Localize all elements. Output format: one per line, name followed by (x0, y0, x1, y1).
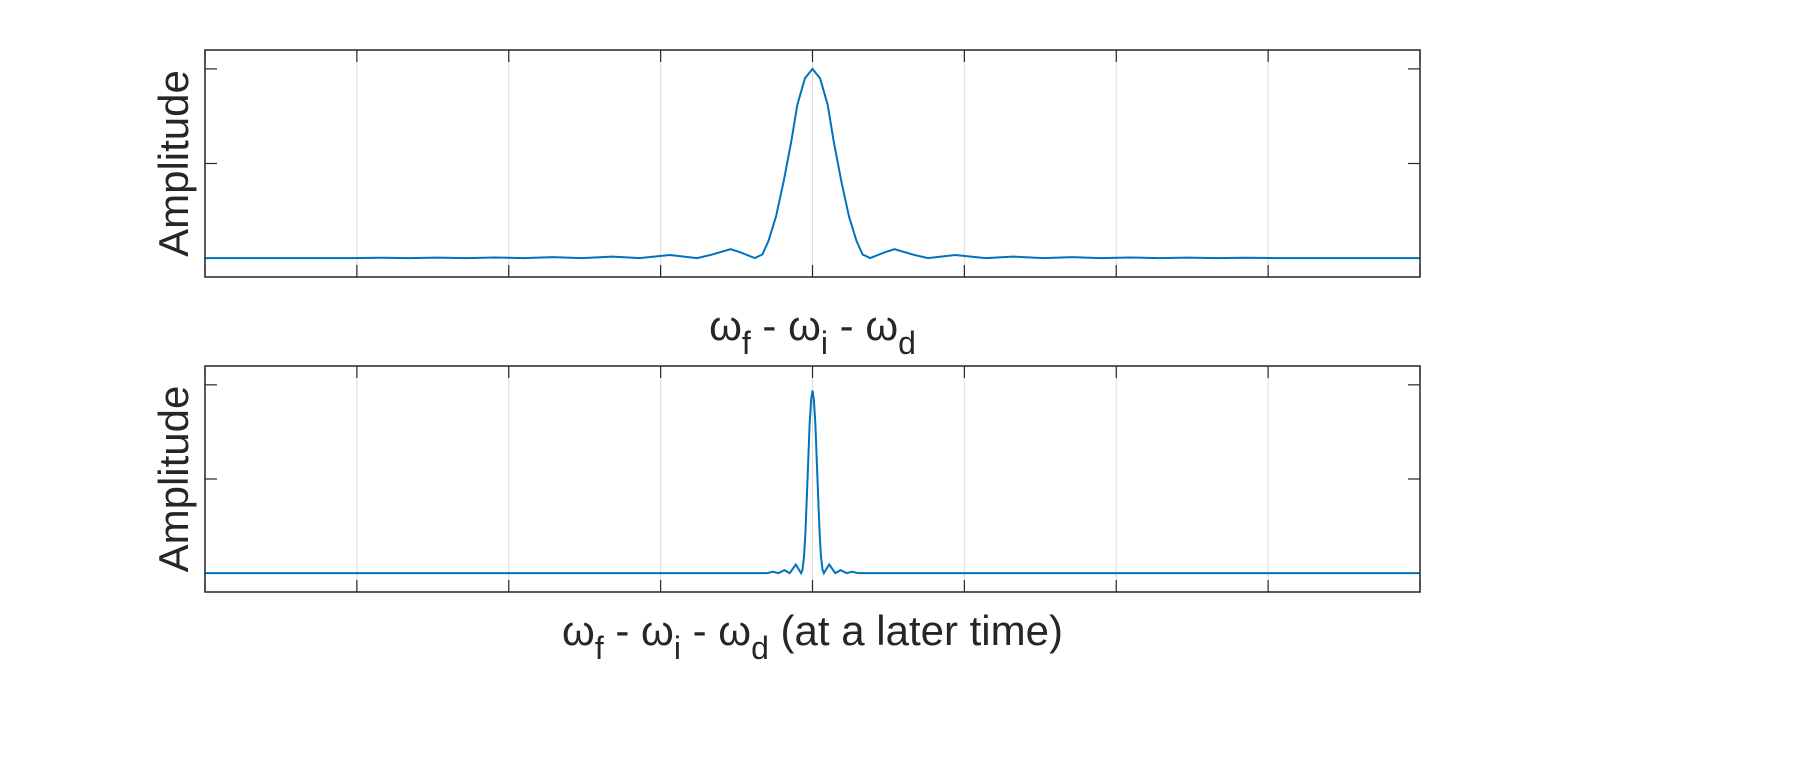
data-line (205, 390, 1420, 576)
x-axis-label-part: - ω (604, 607, 674, 654)
x-axis-label-part: - ω (751, 302, 821, 349)
y-axis-label: Amplitude (150, 70, 197, 257)
y-axis-label: Amplitude (150, 386, 197, 573)
x-axis-label-part: f (595, 630, 604, 666)
x-axis-label: ωf - ωi - ωd (709, 302, 916, 361)
x-axis-label-part: i (821, 325, 828, 361)
axes-frame (204, 365, 1421, 593)
x-axis-label-part: d (898, 325, 916, 361)
x-axis-label: ωf - ωi - ωd (at a later time) (562, 607, 1063, 666)
x-axis-label-part: i (674, 630, 681, 666)
x-axis-label-part: (at a later time) (769, 607, 1063, 654)
data-line (205, 67, 1420, 260)
x-axis-label-part: - ω (681, 607, 751, 654)
x-axis-label-part: - ω (828, 302, 898, 349)
x-axis-label-part: f (742, 325, 751, 361)
axes-frame (204, 49, 1421, 278)
x-axis-label-part: ω (709, 302, 742, 349)
x-axis-label-part: d (751, 630, 769, 666)
x-axis-label-part: ω (562, 607, 595, 654)
